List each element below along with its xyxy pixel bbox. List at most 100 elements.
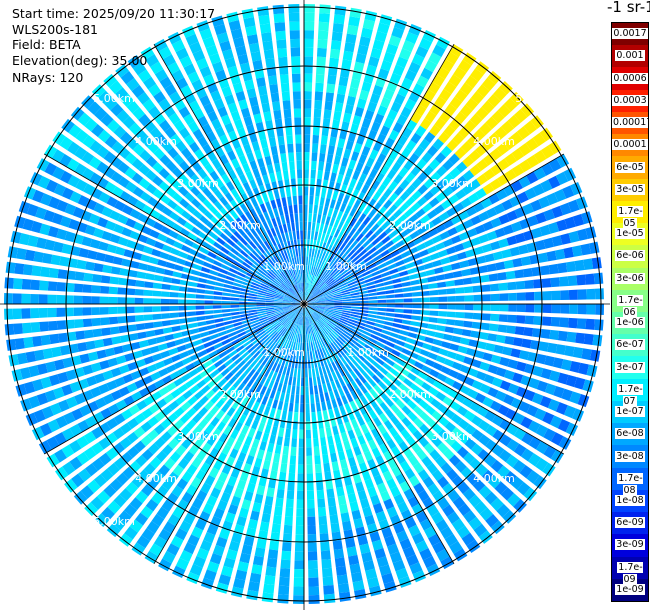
ppi-range-gate <box>390 249 400 258</box>
ppi-range-gate <box>66 396 78 409</box>
ppi-range-gate <box>189 41 202 54</box>
ppi-range-gate <box>369 388 378 398</box>
ppi-range-gate <box>372 502 384 514</box>
ppi-range-gate <box>374 547 386 560</box>
colorbar-tick-label: 6e-06 <box>615 250 645 262</box>
ppi-range-gate <box>391 161 402 173</box>
ppi-range-gate <box>174 407 185 418</box>
ppi-range-gate <box>271 371 278 381</box>
ppi-range-gate <box>446 468 459 481</box>
ppi-range-gate <box>443 358 455 368</box>
ppi-range-gate <box>327 321 336 328</box>
ppi-range-gate <box>218 377 228 387</box>
ppi-range-gate <box>437 249 448 258</box>
ppi-range-gate <box>370 466 380 478</box>
ppi-range-gate <box>440 384 451 395</box>
ppi-range-gate <box>281 410 288 420</box>
ppi-range-gate <box>595 304 604 315</box>
ppi-range-gate <box>365 157 375 168</box>
ppi-range-gate <box>426 330 436 337</box>
ppi-range-gate <box>158 386 170 397</box>
ppi-range-gate <box>166 340 176 349</box>
ppi-range-gate <box>207 110 219 123</box>
ppi-range-gate <box>322 327 329 336</box>
ppi-range-gate <box>159 76 173 89</box>
ppi-range-gate <box>322 410 329 420</box>
ppi-range-gate <box>306 293 312 301</box>
ppi-range-gate <box>261 346 269 355</box>
ppi-range-gate <box>98 241 109 252</box>
azimuth-spoke <box>153 303 305 564</box>
ppi-range-gate <box>386 478 397 490</box>
ppi-range-gate <box>498 213 510 225</box>
ppi-range-gate <box>282 304 292 307</box>
ppi-range-gate <box>343 273 353 280</box>
ppi-range-gate <box>307 221 312 231</box>
ppi-range-gate <box>219 196 229 207</box>
ppi-range-gate <box>351 306 361 309</box>
ppi-range-gate <box>260 366 268 376</box>
ppi-range-gate <box>288 312 296 320</box>
ppi-range-gate <box>216 326 226 333</box>
ppi-range-gate <box>217 106 228 118</box>
ppi-range-gate <box>437 289 447 295</box>
ppi-range-gate <box>316 214 322 224</box>
ppi-range-gate <box>350 437 359 448</box>
ppi-range-gate <box>147 196 159 207</box>
ppi-range-gate <box>251 321 261 327</box>
ppi-range-gate <box>246 255 256 264</box>
ppi-range-gate <box>365 568 378 580</box>
ppi-range-gate <box>462 155 475 168</box>
ppi-range-gate <box>304 291 308 301</box>
ppi-range-gate <box>408 455 419 467</box>
ppi-range-gate <box>397 85 410 98</box>
ppi-range-gate <box>254 205 262 216</box>
ppi-range-gate <box>257 422 266 432</box>
ppi-range-gate <box>306 316 310 325</box>
ppi-range-gate <box>237 432 246 443</box>
ppi-range-gate <box>320 188 327 198</box>
ppi-range-gate <box>67 175 80 188</box>
ppi-range-gate <box>408 273 419 280</box>
ppi-range-gate <box>261 357 269 366</box>
ppi-range-gate <box>177 383 189 394</box>
ppi-range-gate <box>328 444 336 454</box>
ppi-range-gate <box>454 393 466 404</box>
ppi-range-gate <box>392 64 405 77</box>
ppi-range-gate <box>293 99 301 109</box>
ppi-range-gate <box>160 298 170 304</box>
ppi-range-gate <box>319 196 325 207</box>
ppi-range-gate <box>392 322 402 329</box>
colorbar-tick-label: 1e-06 <box>615 317 645 329</box>
ppi-range-gate <box>294 315 299 324</box>
ppi-range-gate <box>258 213 266 223</box>
ppi-range-gate <box>246 388 255 398</box>
ppi-range-gate <box>259 375 267 386</box>
ppi-range-gate <box>280 317 289 325</box>
ppi-range-gate <box>69 191 82 204</box>
ppi-range-gate <box>365 259 375 267</box>
ppi-range-gate <box>216 222 227 232</box>
ppi-range-gate <box>251 438 260 449</box>
ppi-range-gate <box>432 338 443 347</box>
ppi-range-gate <box>77 112 92 127</box>
ppi-range-gate <box>306 306 313 314</box>
ppi-range-gate <box>367 262 377 270</box>
ppi-range-gate <box>230 301 240 304</box>
ppi-range-gate <box>544 383 557 396</box>
ppi-range-gate <box>426 462 439 475</box>
ppi-range-gate <box>278 252 284 262</box>
ppi-range-gate <box>304 307 308 317</box>
ppi-range-gate <box>247 307 257 310</box>
ppi-range-gate <box>482 183 495 195</box>
ppi-range-gate <box>230 293 240 298</box>
ppi-range-gate <box>298 204 303 214</box>
ppi-range-gate <box>341 121 350 132</box>
ppi-range-gate <box>448 369 459 379</box>
ppi-range-gate <box>320 338 326 348</box>
ppi-range-gate <box>367 576 380 588</box>
ppi-range-gate <box>539 395 552 409</box>
ppi-range-gate <box>186 419 197 430</box>
ppi-range-gate <box>154 423 166 435</box>
ppi-range-gate <box>138 339 149 348</box>
